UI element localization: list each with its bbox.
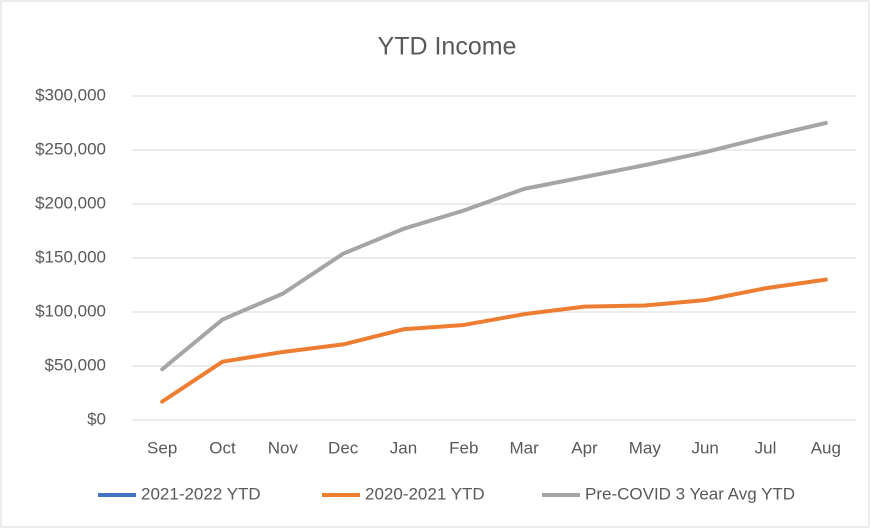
x-tick-label: Jul xyxy=(755,438,777,457)
x-tick-label: Nov xyxy=(268,438,299,457)
x-tick-label: Aug xyxy=(811,438,841,457)
y-tick-label: $50,000 xyxy=(45,355,106,374)
y-tick-label: $0 xyxy=(87,409,106,428)
y-tick-label: $200,000 xyxy=(35,193,106,212)
x-tick-label: Apr xyxy=(571,438,598,457)
y-tick-label: $250,000 xyxy=(35,139,106,158)
y-tick-label: $150,000 xyxy=(35,247,106,266)
legend-label: 2021-2022 YTD xyxy=(141,484,261,503)
x-tick-label: Jan xyxy=(390,438,417,457)
x-tick-label: Dec xyxy=(328,438,359,457)
chart-title: YTD Income xyxy=(378,33,517,61)
x-tick-label: Jun xyxy=(691,438,718,457)
legend-label: Pre-COVID 3 Year Avg YTD xyxy=(585,484,795,503)
legend-label: 2020-2021 YTD xyxy=(365,484,485,503)
y-tick-label: $100,000 xyxy=(35,301,106,320)
x-tick-label: Oct xyxy=(209,438,236,457)
series-line xyxy=(160,121,828,372)
series-line xyxy=(160,277,828,404)
y-tick-label: $300,000 xyxy=(35,85,106,104)
x-tick-label: May xyxy=(629,438,662,457)
x-tick-label: Sep xyxy=(147,438,177,457)
x-tick-label: Feb xyxy=(449,438,478,457)
x-tick-label: Mar xyxy=(510,438,540,457)
